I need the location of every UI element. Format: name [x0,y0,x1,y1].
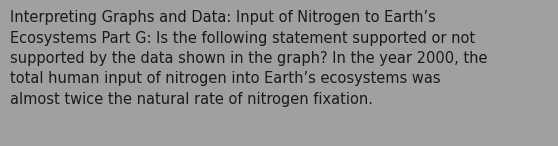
Text: Interpreting Graphs and Data: Input of Nitrogen to Earth’s
Ecosystems Part G: Is: Interpreting Graphs and Data: Input of N… [10,10,488,107]
